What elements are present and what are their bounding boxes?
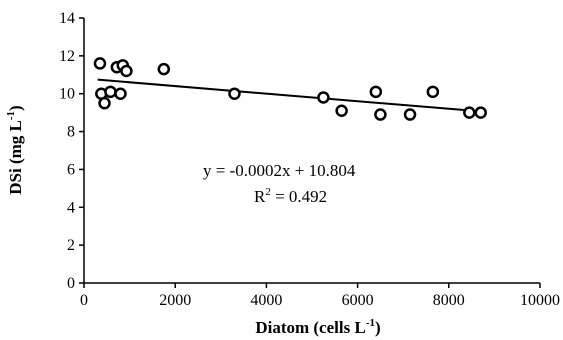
data-point: [98, 96, 111, 110]
x-tick-label: 0: [80, 292, 88, 309]
data-point: [426, 85, 440, 99]
x-axis-title: Diatom (cells L-1): [255, 317, 380, 337]
data-point: [317, 91, 330, 104]
y-tick-label: 10: [59, 86, 75, 103]
data-point: [157, 62, 171, 76]
x-tick-label: 2000: [159, 292, 191, 309]
data-point: [403, 108, 417, 121]
x-tick-label: 8000: [433, 292, 465, 309]
x-tick-label: 4000: [250, 292, 282, 309]
y-tick-label: 14: [59, 10, 75, 27]
equation-annotation: y = -0.0002x + 10.804: [203, 161, 356, 180]
y-axis-title: DSi (mg L-1): [5, 105, 25, 194]
data-point: [335, 104, 348, 117]
y-tick-label: 4: [67, 199, 75, 216]
x-tick-label: 10000: [520, 292, 560, 309]
x-tick-label: 6000: [342, 292, 374, 309]
r-squared-annotation: R2 = 0.492: [254, 186, 327, 206]
y-tick-label: 6: [67, 161, 75, 178]
data-point: [114, 87, 127, 100]
y-tick-label: 12: [59, 48, 75, 65]
trendline-layer: [97, 78, 481, 113]
data-point: [104, 85, 117, 99]
data-point: [120, 64, 133, 78]
data-point: [474, 106, 487, 119]
data-point: [228, 87, 241, 100]
data-point: [369, 85, 383, 99]
data-point: [93, 57, 107, 70]
data-point: [463, 106, 476, 119]
y-tick-label: 0: [67, 275, 75, 292]
ticks-layer: 0 2000 4000 6000 8000 10000 0 2 4 6 8 10 12 14: [59, 10, 560, 309]
points-layer: [93, 57, 487, 121]
trendline: [97, 78, 481, 113]
y-tick-label: 8: [67, 124, 75, 141]
data-point: [374, 108, 387, 121]
y-tick-label: 2: [67, 237, 75, 254]
